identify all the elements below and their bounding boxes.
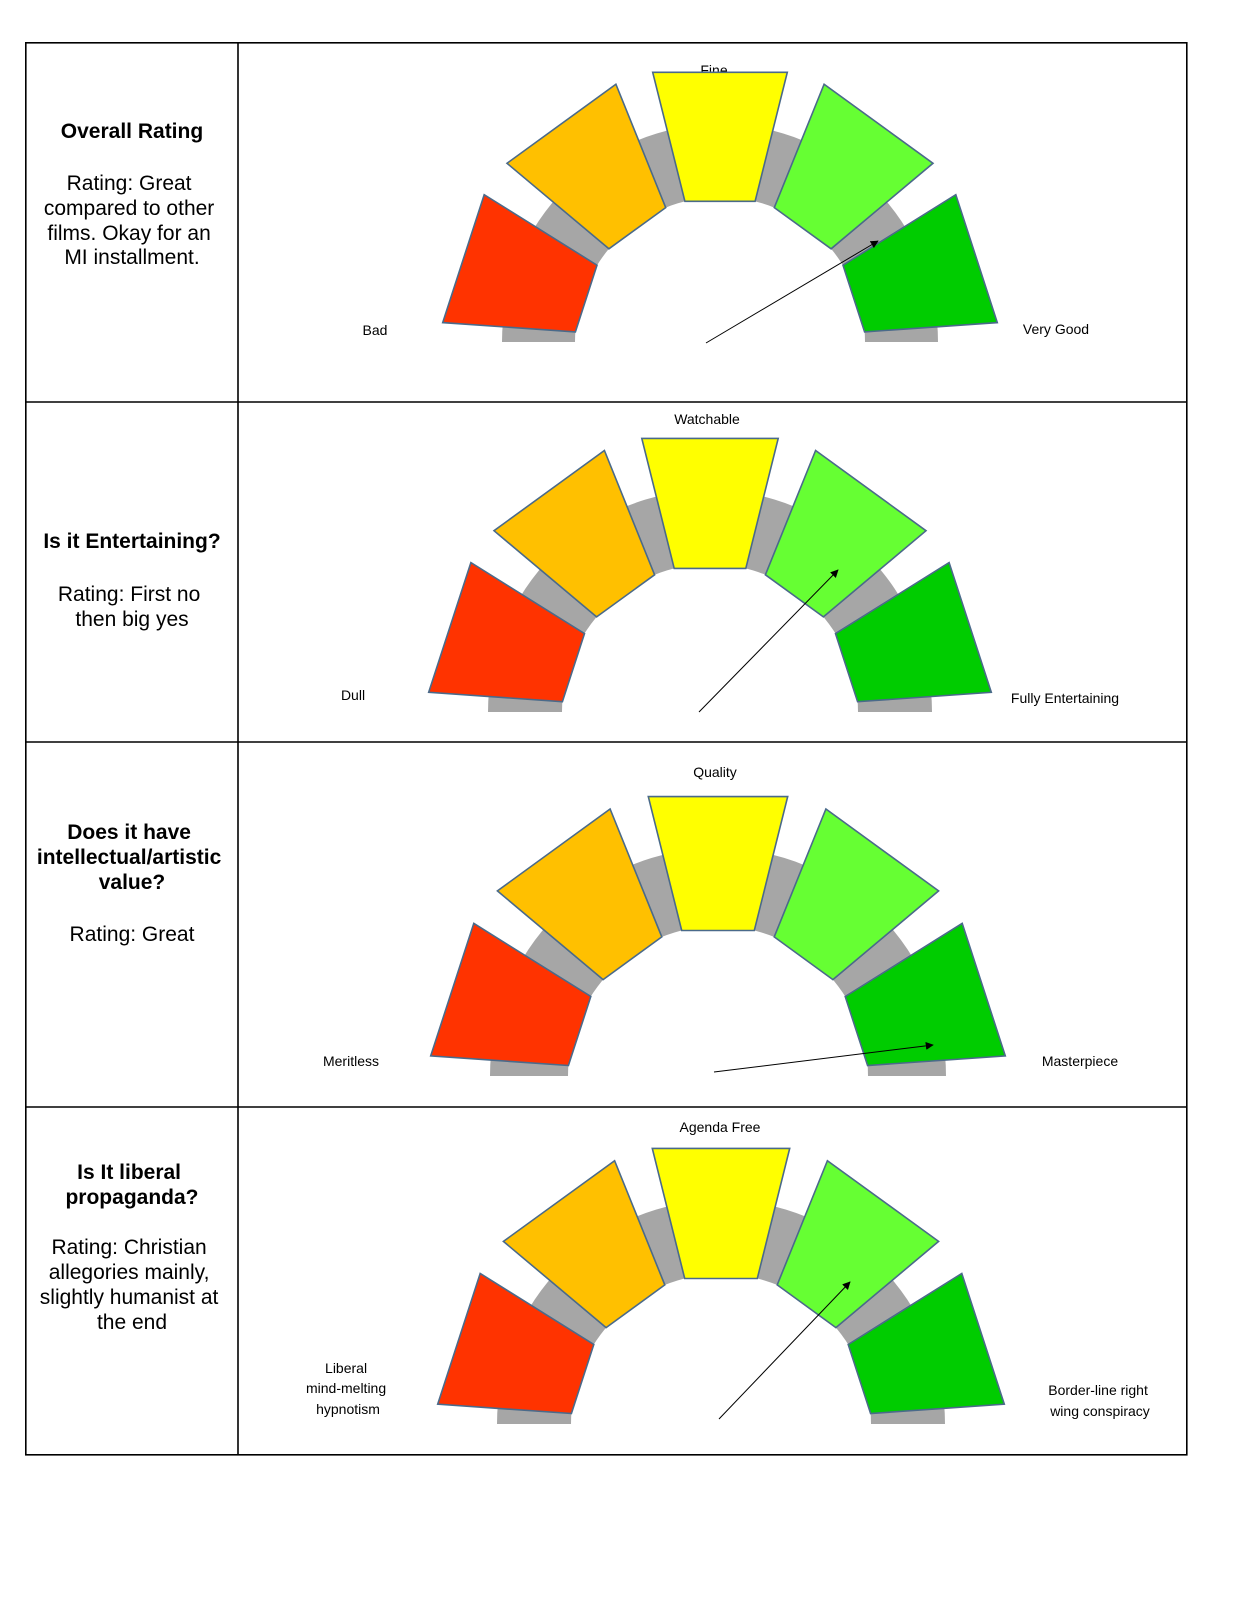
table-grid: [25, 42, 1188, 1456]
row-title: Does it have intellectual/artistic value…: [37, 821, 227, 894]
gauge-needle: [718, 1281, 851, 1420]
segment-orange: [492, 449, 656, 618]
segment-red: [441, 193, 598, 333]
gauge-top-label: Agenda Free: [680, 1119, 761, 1135]
row-rating: Rating: Great compared to other films. O…: [44, 172, 220, 269]
gauge-right-label: Very Good: [1023, 321, 1089, 337]
segment-red: [427, 561, 586, 703]
table-row: Overall Rating Rating: Great compared to…: [44, 62, 1089, 344]
table-row: Is it Entertaining? Rating: First no the…: [43, 411, 1119, 713]
table-row: Is It liberal propaganda? Rating: Christ…: [40, 1119, 1152, 1424]
segment-orange: [505, 82, 667, 250]
gauge-top-label: Quality: [693, 764, 737, 780]
gauge-needle: [713, 1041, 934, 1073]
gauge-left-label: Liberal mind-melting hypnotism: [306, 1360, 390, 1417]
rating-gauge: Quality Meritless Masterpiece: [323, 764, 1118, 1076]
segment-yellow: [651, 71, 789, 203]
segment-light-green: [773, 82, 935, 250]
segment-yellow: [651, 1147, 791, 1280]
segment-red: [429, 922, 592, 1067]
row-title: Is It liberal propaganda?: [65, 1161, 198, 1209]
segment-light-green: [773, 807, 940, 981]
rating-gauge: Fine Bad Very Good: [363, 62, 1089, 344]
rating-gauge: Watchable Dull Fully Entertaining: [341, 411, 1119, 713]
segment-green: [842, 193, 999, 333]
row-title: Overall Rating: [61, 120, 203, 143]
gauge-left-label: Bad: [363, 322, 388, 338]
segment-yellow: [647, 795, 789, 932]
gauge-right-label: Masterpiece: [1042, 1053, 1118, 1069]
segment-green: [834, 561, 993, 703]
segment-orange: [496, 807, 663, 981]
gauge-needle: [705, 240, 879, 344]
row-rating: Rating: Great: [70, 923, 195, 946]
gauge-left-label: Dull: [341, 687, 365, 703]
segment-yellow: [640, 437, 780, 570]
gauge-needle: [698, 569, 839, 713]
segment-green: [847, 1272, 1006, 1415]
rating-gauge: Agenda Free Liberal mind-melting hypnoti…: [306, 1119, 1152, 1424]
gauge-left-label: Meritless: [323, 1053, 379, 1069]
row-title: Is it Entertaining?: [43, 530, 220, 553]
segment-light-green: [776, 1159, 940, 1329]
row-rating: Rating: Christian allegories mainly, sli…: [40, 1236, 224, 1334]
table-border: [25, 42, 1188, 1456]
gauge-top-label: Watchable: [674, 411, 740, 427]
rating-table: Overall Rating Rating: Great compared to…: [25, 42, 1188, 1456]
segment-orange: [502, 1159, 666, 1329]
segment-green: [844, 922, 1007, 1067]
segment-light-green: [764, 449, 928, 618]
table-row: Does it have intellectual/artistic value…: [37, 764, 1118, 1076]
gauge-right-label: Fully Entertaining: [1011, 690, 1119, 706]
row-rating: Rating: First no then big yes: [58, 583, 206, 631]
segment-red: [436, 1272, 595, 1415]
gauge-right-label: Border-line right wing conspiracy: [1048, 1382, 1152, 1419]
